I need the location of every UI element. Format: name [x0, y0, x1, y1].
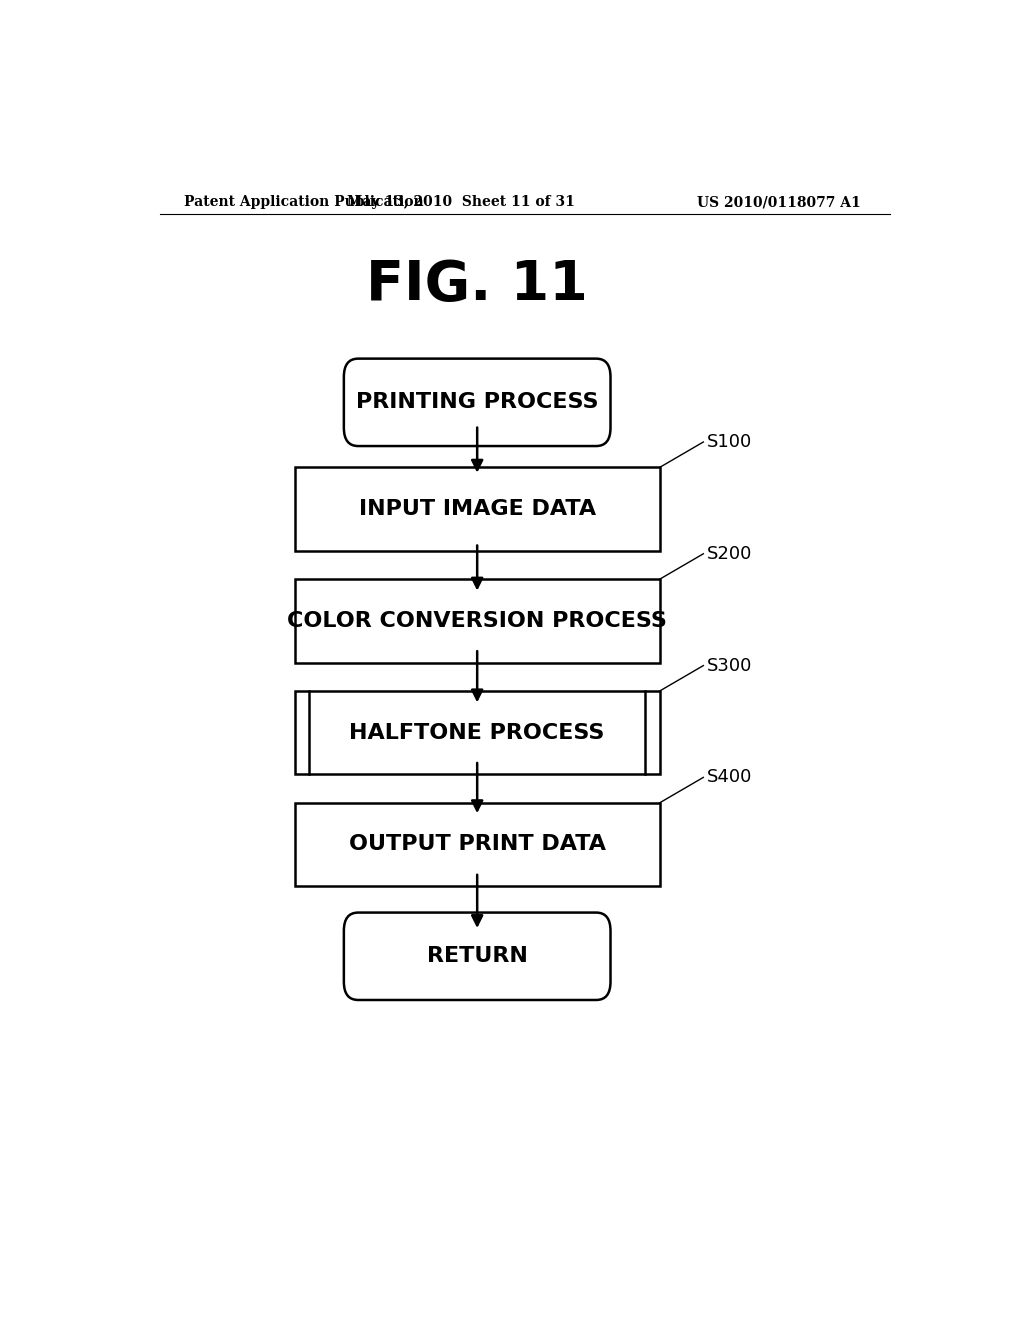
FancyBboxPatch shape	[344, 912, 610, 1001]
FancyBboxPatch shape	[344, 359, 610, 446]
Text: US 2010/0118077 A1: US 2010/0118077 A1	[697, 195, 860, 209]
Text: S200: S200	[708, 545, 753, 562]
Text: INPUT IMAGE DATA: INPUT IMAGE DATA	[358, 499, 596, 519]
Bar	[295, 690, 659, 775]
Text: HALFTONE PROCESS: HALFTONE PROCESS	[349, 722, 605, 743]
Text: RETURN: RETURN	[427, 946, 527, 966]
Text: FIG. 11: FIG. 11	[367, 259, 588, 313]
Bar	[295, 803, 659, 886]
Text: May 13, 2010  Sheet 11 of 31: May 13, 2010 Sheet 11 of 31	[347, 195, 575, 209]
Text: Patent Application Publication: Patent Application Publication	[183, 195, 423, 209]
Text: COLOR CONVERSION PROCESS: COLOR CONVERSION PROCESS	[288, 611, 667, 631]
Bar	[295, 579, 659, 663]
Text: OUTPUT PRINT DATA: OUTPUT PRINT DATA	[349, 834, 605, 854]
Text: S100: S100	[708, 433, 753, 451]
Text: S400: S400	[708, 768, 753, 787]
Text: S300: S300	[708, 656, 753, 675]
Bar	[295, 467, 659, 550]
Text: PRINTING PROCESS: PRINTING PROCESS	[356, 392, 598, 412]
